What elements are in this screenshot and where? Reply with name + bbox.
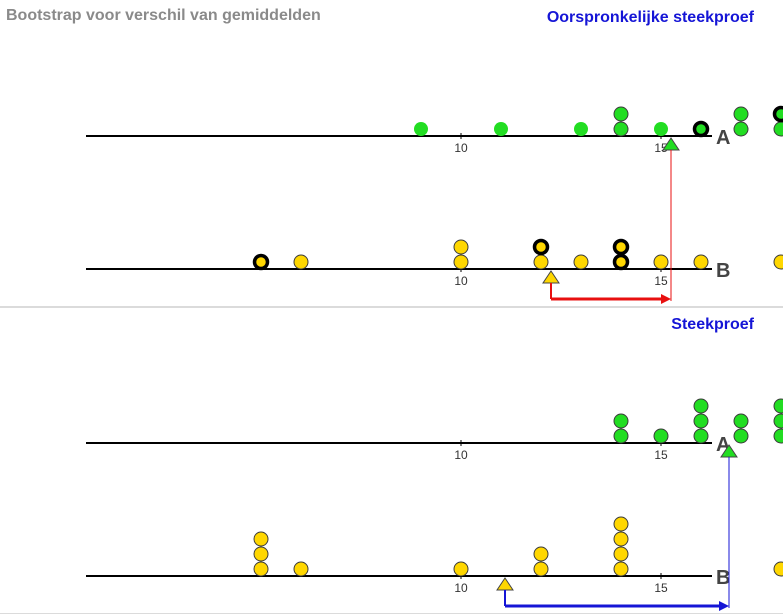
data-point [613, 428, 629, 444]
x-tick-label: 15 [654, 448, 668, 462]
difference-arrow [504, 457, 730, 611]
data-point [773, 121, 783, 137]
data-point [574, 122, 588, 136]
panel-label: Steekproef [671, 316, 754, 333]
axis-group-label: B [716, 260, 730, 282]
data-point [494, 122, 508, 136]
data-point [533, 561, 549, 577]
data-point [253, 531, 269, 547]
group-a: A101520 [86, 398, 783, 462]
data-point [613, 531, 629, 547]
data-point [693, 398, 709, 414]
data-point [653, 254, 669, 270]
mean-marker [542, 270, 560, 284]
difference-arrow-head [719, 601, 729, 611]
group-b: B101520 [86, 516, 783, 595]
x-tick-label: 10 [454, 141, 468, 155]
data-point [773, 398, 783, 414]
data-point [573, 254, 589, 270]
data-point [733, 428, 749, 444]
data-point [453, 254, 469, 270]
difference-arrow-head [661, 294, 671, 304]
data-point [613, 413, 629, 429]
data-point [733, 121, 749, 137]
data-point [533, 546, 549, 562]
data-point [613, 516, 629, 532]
panels: Oorspronkelijke steekproefA101520B101520… [0, 9, 783, 614]
panel-2: SteekproefA101520B101520 [0, 316, 783, 614]
group-b: B101520 [86, 238, 783, 288]
x-tick-label: 15 [654, 141, 668, 155]
group-a: A101520 [86, 105, 783, 155]
difference-arrow [550, 150, 672, 304]
x-tick-label: 15 [654, 581, 668, 595]
data-point [693, 413, 709, 429]
data-point [613, 546, 629, 562]
data-point [733, 106, 749, 122]
panel-1: Oorspronkelijke steekproefA101520B101520 [0, 9, 783, 308]
data-point [613, 106, 629, 122]
data-point [773, 428, 783, 444]
axis-group-label: B [716, 567, 730, 589]
data-point [453, 561, 469, 577]
data-point [733, 413, 749, 429]
x-tick-label: 15 [654, 274, 668, 288]
chart-title: Bootstrap voor verschil van gemiddelden [6, 7, 321, 24]
x-tick-label: 10 [454, 581, 468, 595]
data-point [773, 254, 783, 270]
data-point [693, 254, 709, 270]
highlighted-data-point [772, 105, 783, 123]
data-point [693, 428, 709, 444]
data-point [653, 428, 669, 444]
data-point [613, 121, 629, 137]
highlighted-data-point [252, 253, 270, 271]
axis-group-label: A [716, 127, 730, 149]
data-point [293, 561, 309, 577]
panel-label: Oorspronkelijke steekproef [547, 9, 755, 26]
data-point [533, 254, 549, 270]
data-point [253, 546, 269, 562]
data-point [293, 254, 309, 270]
x-tick-label: 10 [454, 274, 468, 288]
data-point [414, 122, 428, 136]
data-point [613, 561, 629, 577]
data-point [773, 561, 783, 577]
data-point [253, 561, 269, 577]
highlighted-data-point [612, 253, 630, 271]
data-point [453, 239, 469, 255]
highlighted-data-point [532, 238, 550, 256]
mean-marker [496, 577, 514, 591]
x-tick-label: 10 [454, 448, 468, 462]
highlighted-data-point [612, 238, 630, 256]
data-point [654, 122, 668, 136]
highlighted-data-point [692, 120, 710, 138]
data-point [773, 413, 783, 429]
